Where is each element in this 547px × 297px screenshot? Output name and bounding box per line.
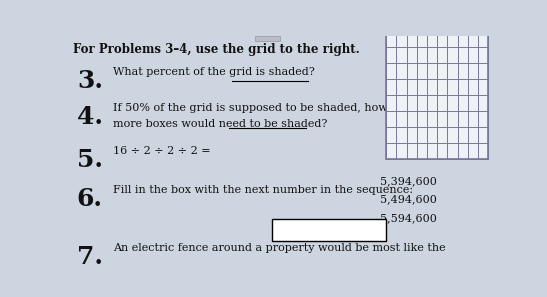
Text: An electric fence around a property would be most like the: An electric fence around a property woul…: [113, 243, 445, 253]
Text: 5,394,600: 5,394,600: [380, 176, 437, 186]
Bar: [255, 36, 281, 41]
Text: 16 ÷ 2 ÷ 2 ÷ 2 =: 16 ÷ 2 ÷ 2 ÷ 2 =: [113, 146, 211, 156]
Text: 5,494,600: 5,494,600: [380, 195, 437, 205]
Text: Fill in the box with the next number in the sequence:: Fill in the box with the next number in …: [113, 185, 413, 195]
Text: 6.: 6.: [77, 187, 103, 211]
Bar: [386, 31, 488, 159]
Text: 7.: 7.: [77, 245, 103, 269]
Bar: [272, 219, 386, 241]
Text: For Problems 3–4, use the grid to the right.: For Problems 3–4, use the grid to the ri…: [73, 42, 359, 56]
Text: 3.: 3.: [77, 69, 103, 93]
Text: What percent of the grid is shaded?: What percent of the grid is shaded?: [113, 67, 315, 77]
Text: 5.: 5.: [77, 148, 103, 172]
Text: 4.: 4.: [77, 105, 103, 129]
Text: If 50% of the grid is supposed to be shaded, how many
more boxes would need to b: If 50% of the grid is supposed to be sha…: [113, 103, 422, 129]
Text: 5,594,600: 5,594,600: [380, 213, 437, 223]
